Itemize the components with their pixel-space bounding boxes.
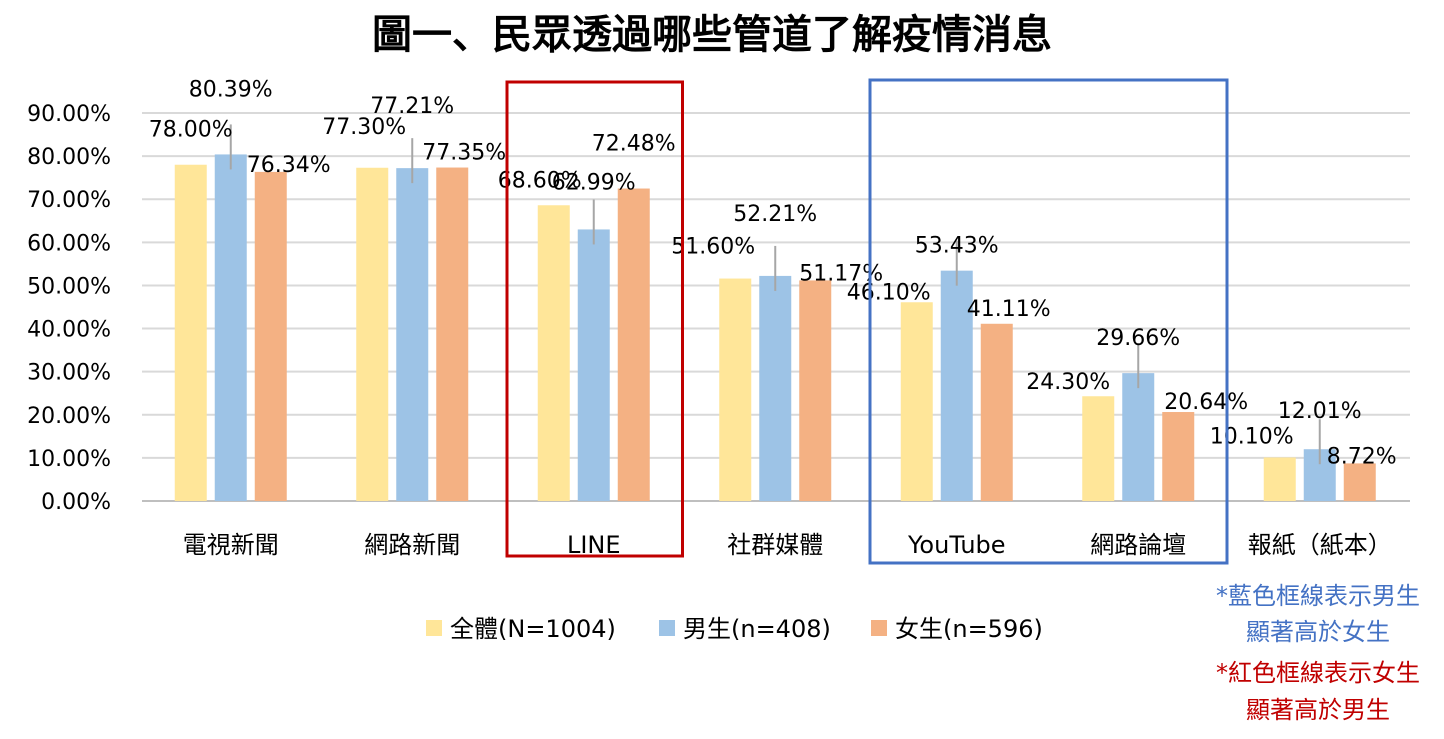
significance-box: [505, 80, 684, 558]
note-line: 顯著高於女生: [1246, 618, 1390, 646]
note-line: *紅色框線表示女生: [1216, 659, 1420, 687]
legend-label: 全體(N=1004): [450, 615, 616, 643]
y-tick-label: 90.00%: [27, 102, 111, 127]
y-tick-label: 60.00%: [27, 231, 111, 256]
x-axis-categories: 電視新聞 網路新聞 LINE 社群媒體 YouTube 網路論壇 報紙（紙本）: [183, 531, 1392, 559]
bar: [1082, 396, 1115, 501]
x-tick-label: YouTube: [907, 531, 1006, 559]
data-labels: 78.00% 80.39% 76.34% 77.30%77.21% 77.35%68.6…: [149, 77, 1397, 469]
y-tick-label: 80.00%: [27, 145, 111, 170]
legend-swatch: [659, 620, 675, 636]
data-label: 8.72%: [1327, 444, 1397, 469]
data-label: 20.64%: [1164, 390, 1248, 415]
y-tick-label: 0.00%: [41, 490, 111, 515]
bar: [799, 280, 832, 501]
bar: [174, 164, 207, 501]
legend: 全體(N=1004) 男生(n=408) 女生(n=596): [426, 615, 1043, 643]
y-tick-label: 40.00%: [27, 318, 111, 343]
data-label: 46.10%: [847, 280, 931, 305]
y-tick-label: 10.00%: [27, 447, 111, 472]
bar: [1122, 373, 1155, 501]
legend-swatch: [871, 620, 887, 636]
bar: [254, 171, 287, 501]
significance-boxes: [505, 78, 1229, 565]
data-label: 10.10%: [1210, 424, 1294, 449]
bar: [980, 323, 1013, 501]
bar: [719, 278, 752, 501]
data-label: 76.34%: [247, 153, 331, 178]
x-tick-label: 網路論壇: [1090, 531, 1186, 559]
bar: [900, 302, 933, 501]
data-label: 80.39%: [189, 77, 273, 102]
data-label: 77.21%: [370, 94, 454, 119]
x-tick-label: LINE: [567, 531, 621, 559]
data-label: 53.43%: [915, 234, 999, 259]
data-label: 24.30%: [1026, 370, 1110, 395]
bar: [940, 270, 973, 501]
bar: [577, 229, 610, 501]
error-bars: [229, 124, 1321, 465]
data-label: 77.35%: [422, 141, 506, 166]
y-tick-label: 20.00%: [27, 404, 111, 429]
data-label: 77.30%: [322, 115, 406, 140]
data-label: 62.99%: [552, 170, 636, 195]
x-tick-label: 社群媒體: [727, 531, 823, 559]
x-tick-label: 電視新聞: [183, 531, 279, 559]
significance-box: [868, 78, 1229, 565]
y-tick-label: 70.00%: [27, 188, 111, 213]
bar: [1263, 457, 1296, 501]
bar: [617, 188, 650, 501]
data-label: 72.48%: [592, 132, 676, 157]
data-label: 51.60%: [671, 235, 755, 260]
note-line: 顯著高於男生: [1246, 696, 1390, 724]
data-label: 41.11%: [967, 297, 1051, 322]
data-label: 12.01%: [1278, 399, 1362, 424]
data-label: 29.66%: [1096, 326, 1180, 351]
data-label: 68.60%: [498, 168, 582, 193]
legend-label: 女生(n=596): [895, 615, 1043, 643]
bar: [396, 168, 429, 502]
bar: [436, 167, 469, 501]
bar: [537, 205, 570, 501]
bar: [1162, 412, 1195, 501]
legend-swatch: [426, 620, 442, 636]
y-axis: 0.00% 10.00% 20.00% 30.00% 40.00% 50.00% 60.00…: [27, 102, 111, 515]
y-tick-label: 30.00%: [27, 361, 111, 386]
x-tick-label: 網路新聞: [364, 531, 460, 559]
note-line: *藍色框線表示男生: [1216, 582, 1420, 610]
bar: [1343, 463, 1376, 501]
bar: [759, 275, 792, 501]
data-label: 52.21%: [733, 202, 817, 227]
bar: [356, 167, 389, 502]
chart-title: 圖一、民眾透過哪些管道了解疫情消息: [372, 12, 1052, 58]
data-label: 78.00%: [149, 118, 233, 143]
bar: [214, 154, 247, 501]
bars: [174, 154, 1376, 502]
legend-label: 男生(n=408): [683, 615, 831, 643]
y-tick-label: 50.00%: [27, 274, 111, 299]
x-tick-label: 報紙（紙本）: [1248, 531, 1392, 559]
